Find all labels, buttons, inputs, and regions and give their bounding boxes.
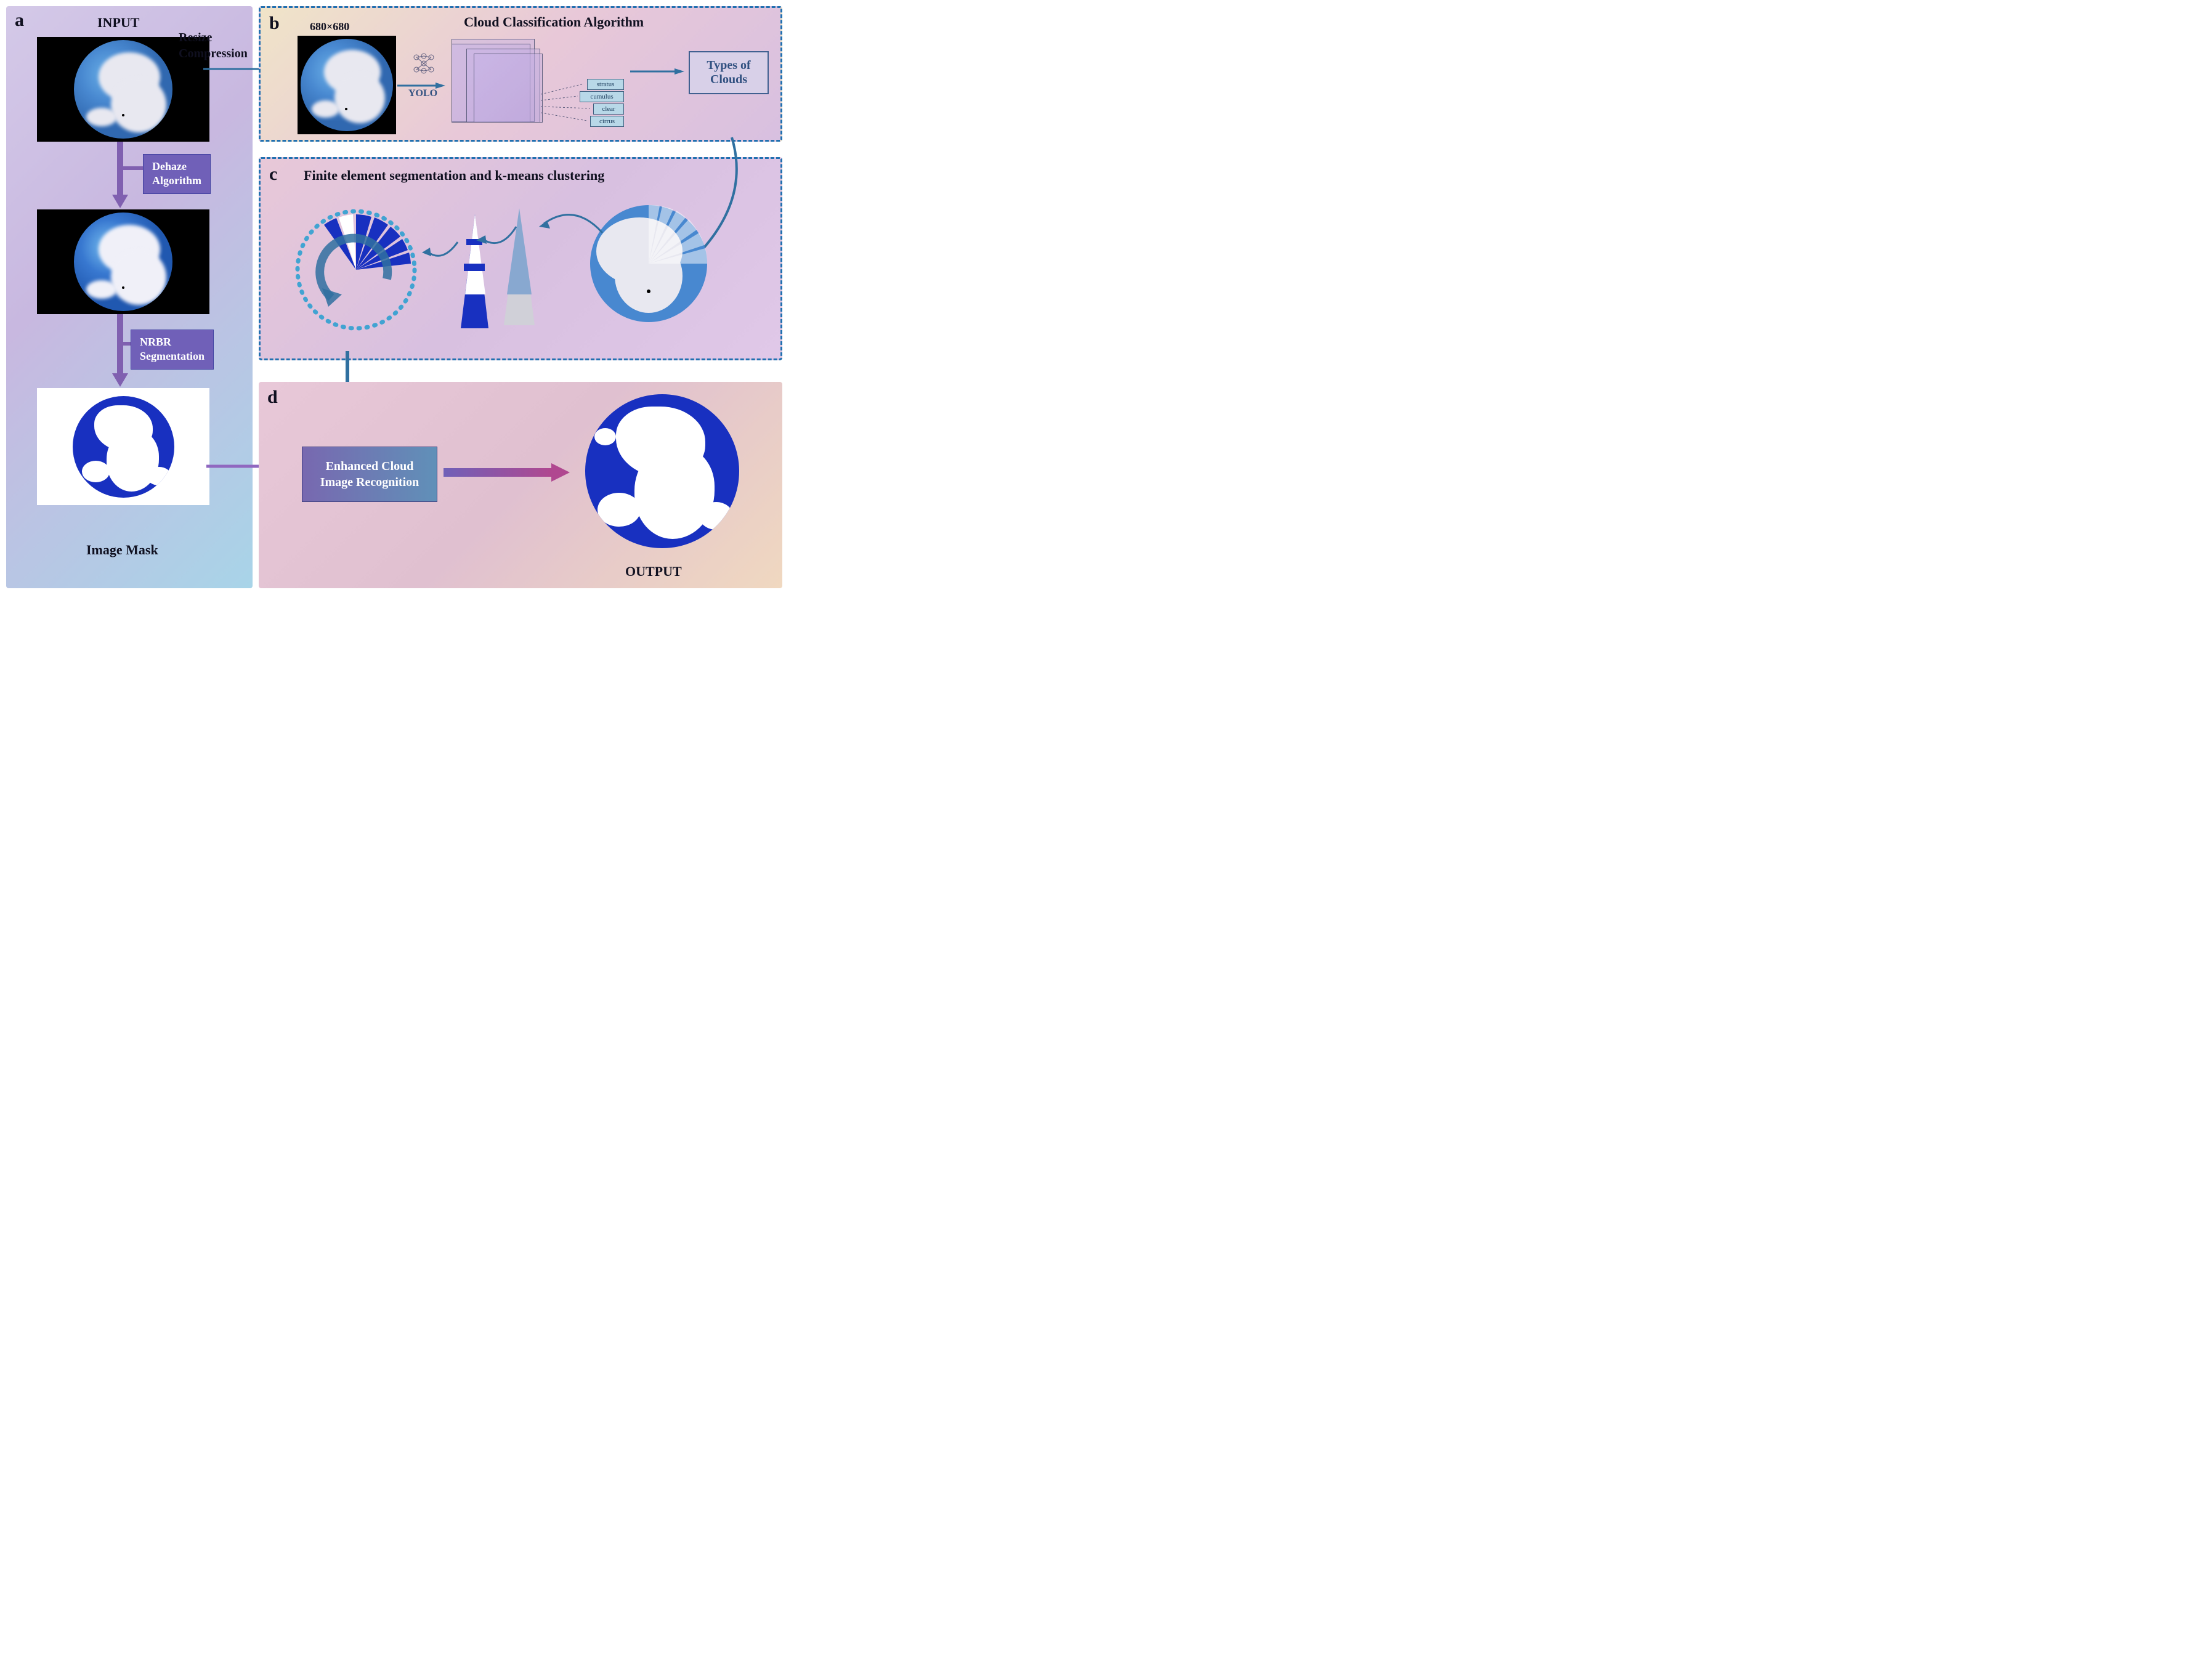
arrow-to-layers [397,81,447,93]
class-tag-cirrus: cirrus [590,116,624,127]
arrow-branch-1 [120,166,145,170]
resize-dims: 680×680 [310,20,349,33]
types-of-clouds-text: Types of Clouds [707,59,750,86]
arrow-head-2 [112,373,128,387]
dehazed-sky-image [37,209,209,314]
nn-icon [411,51,436,76]
arrow-head-1 [112,195,128,208]
panel-b: b Cloud Classification Algorithm 680×680… [259,6,782,142]
panel-b-label: b [269,13,280,34]
resized-sky-image [298,36,396,134]
class-tag-stratus: stratus [587,79,624,90]
input-title: INPUT [97,15,139,31]
panel-a: a INPUT Dehaze Algorithm NRBR Segmentati… [6,6,253,588]
enhanced-text: Enhanced Cloud Image Recognition [320,460,419,489]
panel-d: d Enhanced Cloud Image Recognition OUTPU… [259,382,782,588]
image-mask-label: Image Mask [86,542,158,558]
types-of-clouds-box: Types of Clouds [689,51,769,94]
panel-d-label: d [267,387,278,408]
nrbr-box: NRBR Segmentation [131,330,214,370]
output-mask [585,394,745,554]
dehaze-text: Dehaze Algorithm [152,160,201,187]
arrow-to-types [630,67,686,79]
curves-c [421,196,618,270]
panel-b-title: Cloud Classification Algorithm [464,14,644,30]
radial-fan-cluster [285,196,433,344]
panel-c: c Finite element segmentation and k-mean… [259,157,782,360]
resize-label: Resize Compression [179,30,248,62]
dehaze-box: Dehaze Algorithm [143,154,211,194]
dashed-lines [541,79,590,131]
output-label: OUTPUT [625,564,682,580]
class-tag-clear: clear [593,103,624,115]
mask-image [37,388,209,505]
nrbr-text: NRBR Segmentation [140,336,205,362]
panel-a-label: a [15,10,24,31]
panel-c-title: Finite element segmentation and k-means … [304,168,604,184]
panel-c-label: c [269,164,277,185]
arrow-enhanced-to-output [444,462,573,487]
enhanced-box: Enhanced Cloud Image Recognition [302,447,437,502]
